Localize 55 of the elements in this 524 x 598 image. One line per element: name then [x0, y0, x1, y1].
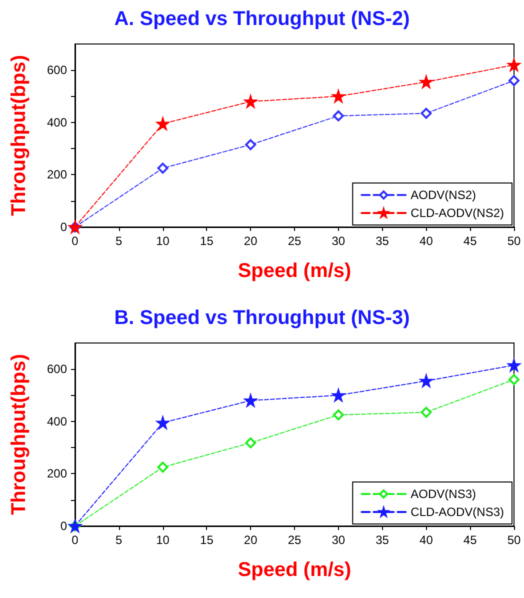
y-tick-label: 0 — [60, 519, 68, 533]
point — [420, 108, 432, 119]
point — [156, 416, 170, 429]
point — [332, 110, 344, 122]
point — [244, 95, 257, 108]
legend-label: AODV(NS3) — [410, 487, 476, 501]
y-tick-label: 600 — [46, 63, 68, 78]
y-axis-title: Throughput(bps) — [8, 354, 30, 516]
legend-label: CLD-AODV(NS3) — [410, 505, 504, 519]
x-tick-label: 20 — [244, 234, 258, 248]
x-tick-label: 25 — [288, 234, 302, 248]
point — [508, 75, 520, 86]
x-axis-title: Speed (m/s) — [238, 260, 352, 282]
x-tick-label: 10 — [156, 234, 170, 248]
point — [156, 117, 170, 130]
y-tick-label: 400 — [46, 414, 68, 428]
x-tick-label: 45 — [463, 533, 478, 547]
y-tick-label: 400 — [46, 115, 68, 130]
x-tick-label: 30 — [332, 533, 346, 547]
x-tick-label: 50 — [507, 533, 521, 547]
point — [508, 374, 520, 386]
x-tick-label: 0 — [72, 234, 79, 248]
x-tick-label: 35 — [376, 234, 390, 248]
chart-title: B. Speed vs Throughput (NS-3) — [114, 307, 410, 329]
point — [157, 162, 168, 174]
x-tick-label: 5 — [116, 533, 123, 547]
x-tick-label: 45 — [463, 234, 478, 248]
chart-title: A. Speed vs Throughput (NS-2) — [114, 8, 410, 30]
y-tick-label: 600 — [46, 362, 68, 376]
x-tick-label: 25 — [288, 533, 302, 547]
point — [245, 139, 256, 150]
x-tick-label: 50 — [507, 234, 521, 248]
point — [508, 358, 520, 372]
y-tick-label: 200 — [46, 466, 68, 481]
x-axis-title: Speed (m/s) — [238, 559, 352, 581]
point — [244, 394, 257, 407]
x-tick-label: 15 — [200, 234, 214, 248]
point — [245, 437, 256, 448]
legend-label: CLD-AODV(NS2) — [410, 206, 504, 220]
y-tick-label: 0 — [60, 220, 68, 234]
x-tick-label: 30 — [332, 234, 346, 248]
y-axis-title: Throughput(bps) — [8, 54, 30, 216]
x-tick-label: 35 — [376, 533, 390, 547]
point — [157, 462, 168, 473]
legend-label: AODV(NS2) — [410, 188, 476, 202]
x-tick-label: 5 — [116, 234, 123, 248]
y-tick-label: 200 — [46, 168, 68, 182]
x-tick-label: 40 — [420, 533, 434, 547]
x-tick-label: 40 — [420, 234, 434, 248]
x-tick-label: 0 — [72, 533, 79, 547]
point — [332, 409, 344, 420]
x-tick-label: 20 — [244, 533, 258, 547]
x-tick-label: 10 — [156, 533, 170, 547]
point — [420, 406, 432, 418]
x-tick-label: 15 — [200, 533, 214, 547]
